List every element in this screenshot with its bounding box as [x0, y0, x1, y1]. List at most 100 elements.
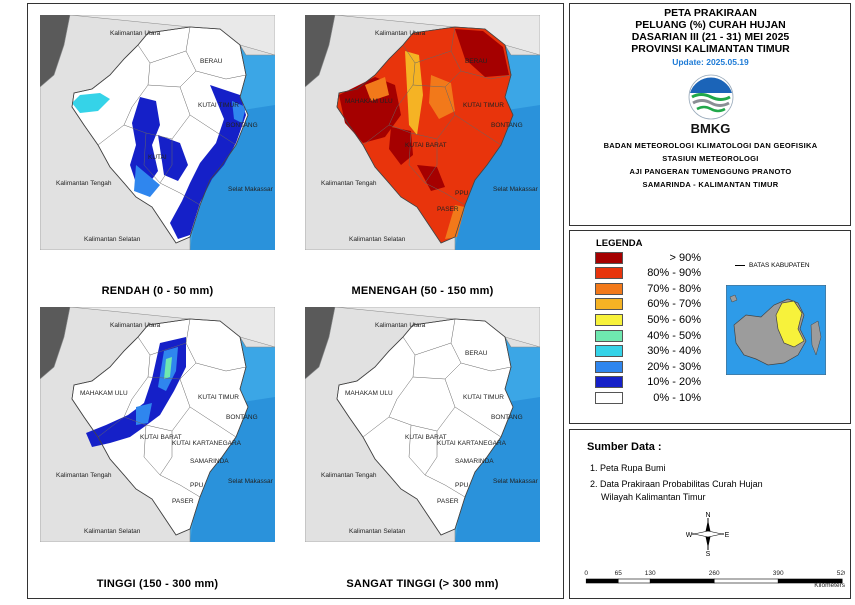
legend-swatch — [595, 329, 623, 342]
caption-sangat: SANGAT TINGGI (> 300 mm) — [346, 578, 499, 590]
map-label: BERAU — [465, 58, 488, 65]
legend-item: 0% - 10% — [595, 391, 701, 404]
legend-label: 80% - 90% — [647, 267, 701, 280]
compass-w: W — [686, 532, 693, 539]
map-label: Kalimantan Selatan — [84, 528, 141, 535]
legend-swatch — [595, 267, 623, 280]
bmkg-logo-text: BMKG — [690, 121, 731, 136]
scale-tick: 390 — [773, 570, 784, 577]
map-label: PPU — [190, 482, 204, 489]
legend-label: 70% - 80% — [647, 282, 701, 295]
map-label: BONTANG — [226, 414, 258, 421]
map-label: Kalimantan Selatan — [84, 236, 141, 243]
map-label: PASER — [437, 206, 459, 213]
map-label: KUTAI TIMUR — [463, 102, 504, 109]
title-line-4: PROVINSI KALIMANTAN TIMUR — [631, 43, 790, 55]
compass-s: S — [706, 551, 711, 556]
batas-kabupaten-legend: BATAS KABUPATEN — [735, 262, 810, 269]
org-line-1: BADAN METEOROLOGI KLIMATOLOGI DAN GEOFIS… — [603, 141, 818, 150]
map-label: KUTAI TIMUR — [198, 394, 239, 401]
map-label: KUTAI BARAT — [405, 142, 447, 149]
scale-tick: 0 — [584, 570, 588, 577]
sumber-item-2: 2. Data Prakiraan Probabilitas Curah Huj… — [590, 479, 763, 489]
bmkg-logo-icon — [688, 74, 733, 120]
scale-bar: 0 65 130 260 390 520 Kilometers — [584, 570, 845, 589]
map-label: KUTAI BARAT — [140, 434, 182, 441]
map-label: Kalimantan Selatan — [349, 236, 406, 243]
legend-swatch — [595, 376, 623, 389]
title-line-1: PETA PRAKIRAAN — [664, 7, 757, 19]
scale-unit: Kilometers — [814, 582, 845, 589]
map-svg-tinggi: Kalimantan Utara MAHAKAM ULU KUTAI TIMUR BO… — [40, 307, 275, 542]
map-label: Kalimantan Tengah — [321, 472, 377, 479]
map-label: Kalimantan Utara — [110, 322, 161, 329]
scale-tick: 520 — [837, 570, 845, 577]
map-label: Kalimantan Utara — [375, 322, 426, 329]
map-label: Kalimantan Tengah — [321, 180, 377, 187]
map-label: PPU — [455, 482, 469, 489]
org-line-2: STASIUN METEOROLOGI — [662, 154, 759, 163]
map-tinggi: Kalimantan Utara MAHAKAM ULU KUTAI TIMUR BO… — [40, 307, 275, 542]
map-label: PPU — [455, 190, 469, 197]
legend-label: > 90% — [669, 251, 702, 264]
legend-item: 40% - 50% — [595, 329, 701, 342]
legend-item: 10% - 20% — [595, 376, 701, 389]
map-label: BERAU — [465, 350, 488, 357]
compass-e: E — [725, 532, 730, 539]
org-line-4: SAMARINDA - KALIMANTAN TIMUR — [642, 180, 779, 189]
map-menengah: Kalimantan Utara BERAU MAHAKAM ULU KUTAI TI… — [305, 15, 540, 250]
scale-tick: 260 — [709, 570, 720, 577]
legend-swatch — [595, 298, 623, 311]
map-label: Kalimantan Utara — [375, 30, 426, 37]
map-label: BONTANG — [491, 122, 523, 129]
map-label: Kalimantan Selatan — [349, 528, 406, 535]
legend-item: 50% - 60% — [595, 313, 701, 326]
map-svg-menengah: Kalimantan Utara BERAU MAHAKAM ULU KUTAI TI… — [305, 15, 540, 250]
map-label: SAMARINDA — [455, 458, 494, 465]
map-label: MAHAKAM ULU — [345, 98, 393, 105]
map-label: SAMARINDA — [190, 458, 229, 465]
map-label: MAHAKAM ULU — [345, 390, 393, 397]
map-label: Kalimantan Tengah — [56, 472, 112, 479]
legend-label: 60% - 70% — [647, 298, 701, 311]
legend-label: 0% - 10% — [653, 391, 701, 404]
map-label: Kalimantan Tengah — [56, 180, 112, 187]
map-label: Kalimantan Utara — [110, 30, 161, 37]
map-label: KUTAI KARTANEGARA — [172, 440, 242, 447]
legend-swatch — [595, 391, 623, 404]
legend-swatch — [595, 282, 623, 295]
map-label: KUTAI — [148, 154, 167, 161]
map-label: KUTAI BARAT — [405, 434, 447, 441]
map-label: Selat Makassar — [228, 186, 274, 193]
sumber-item-1: 1. Peta Rupa Bumi — [590, 463, 666, 473]
map-label: KUTAI TIMUR — [198, 102, 239, 109]
legend-item: 80% - 90% — [595, 267, 701, 280]
legend-swatch — [595, 313, 623, 326]
map-label: Selat Makassar — [493, 478, 539, 485]
map-label: Selat Makassar — [228, 478, 274, 485]
map-label: PASER — [437, 498, 459, 505]
legend-label: 40% - 50% — [647, 329, 701, 342]
title-line-3: DASARIAN III (21 - 31) MEI 2025 — [631, 31, 790, 43]
map-label: Selat Makassar — [493, 186, 539, 193]
scale-tick: 65 — [615, 570, 623, 577]
legend-label: 30% - 40% — [647, 345, 701, 358]
legend-swatch — [595, 251, 623, 264]
title-line-2: PELUANG (%) CURAH HUJAN — [635, 19, 786, 31]
sumber-item-3: Wilayah Kalimantan Timur — [601, 492, 706, 502]
inset-map — [726, 285, 826, 375]
map-label: PASER — [172, 498, 194, 505]
legend-item: 60% - 70% — [595, 298, 701, 311]
update-date: Update: 2025.05.19 — [672, 57, 749, 67]
legend-label: 50% - 60% — [647, 313, 701, 326]
map-label: KUTAI KARTANEGARA — [437, 440, 507, 447]
caption-rendah: RENDAH (0 - 50 mm) — [101, 285, 214, 297]
scale-tick: 130 — [645, 570, 656, 577]
map-sangat: Kalimantan Utara BERAU MAHAKAM ULU KUTAI TI… — [305, 307, 540, 542]
legend-item: > 90% — [595, 251, 701, 264]
map-rendah: Kalimantan Utara BERAU KUTAI TIMUR BONTANG K… — [40, 15, 275, 250]
batas-label: BATAS KABUPATEN — [749, 262, 810, 269]
compass-icon: N S E W — [686, 512, 730, 556]
map-svg-sangat: Kalimantan Utara BERAU MAHAKAM ULU KUTAI TI… — [305, 307, 540, 542]
legend-item: 20% - 30% — [595, 360, 701, 373]
